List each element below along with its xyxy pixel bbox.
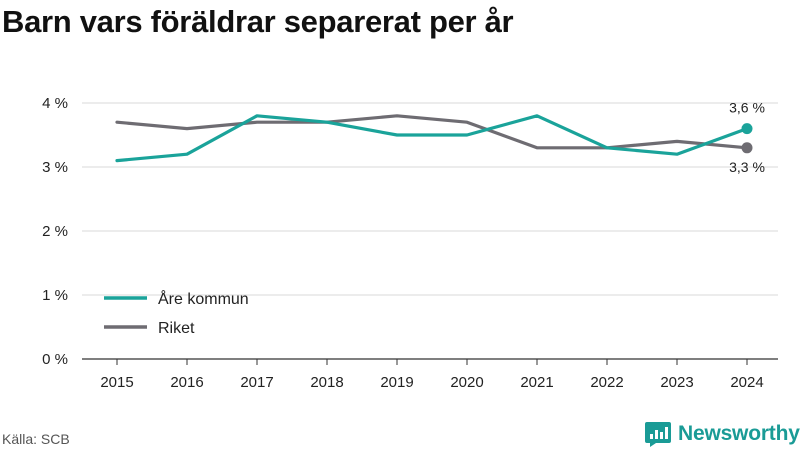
series-line-riket (117, 116, 747, 148)
y-tick-label: 2 % (42, 223, 68, 240)
x-tick-label: 2015 (100, 374, 133, 391)
legend-label: Riket (158, 320, 195, 337)
line-chart: 0 % 1 % 2 % 3 % 4 % 2015 2016 2017 2018 2019 2020 2… (0, 0, 800, 450)
end-point-are-kommun (742, 123, 753, 134)
gridlines (82, 103, 778, 295)
legend: Åre kommun Riket (104, 289, 249, 337)
brand-name: Newsworthy (678, 422, 800, 446)
series-lines: 3,6 % 3,3 % (117, 100, 765, 175)
brand-logo: Newsworthy (644, 420, 800, 448)
y-tick-label: 3 % (42, 159, 68, 176)
series-line-are-kommun (117, 116, 747, 161)
x-tick-label: 2017 (240, 374, 273, 391)
x-tick-label: 2019 (380, 374, 413, 391)
x-tick-label: 2023 (660, 374, 693, 391)
x-tick-label: 2016 (170, 374, 203, 391)
end-label-riket: 3,3 % (729, 159, 765, 175)
x-tick-label: 2022 (590, 374, 623, 391)
x-tick-label: 2024 (730, 374, 763, 391)
x-tick-label: 2020 (450, 374, 483, 391)
x-tick-label: 2021 (520, 374, 553, 391)
y-tick-label: 0 % (42, 351, 68, 368)
newsworthy-logo-icon (644, 420, 672, 448)
legend-label: Åre kommun (158, 289, 249, 308)
end-label-are-kommun: 3,6 % (729, 100, 765, 116)
y-tick-label: 4 % (42, 95, 68, 112)
end-point-riket (742, 142, 753, 153)
x-tick-label: 2018 (310, 374, 343, 391)
source-note: Källa: SCB (2, 431, 70, 447)
axes: 0 % 1 % 2 % 3 % 4 % 2015 2016 2017 2018 2019 2020 2… (42, 95, 778, 391)
y-tick-label: 1 % (42, 287, 68, 304)
